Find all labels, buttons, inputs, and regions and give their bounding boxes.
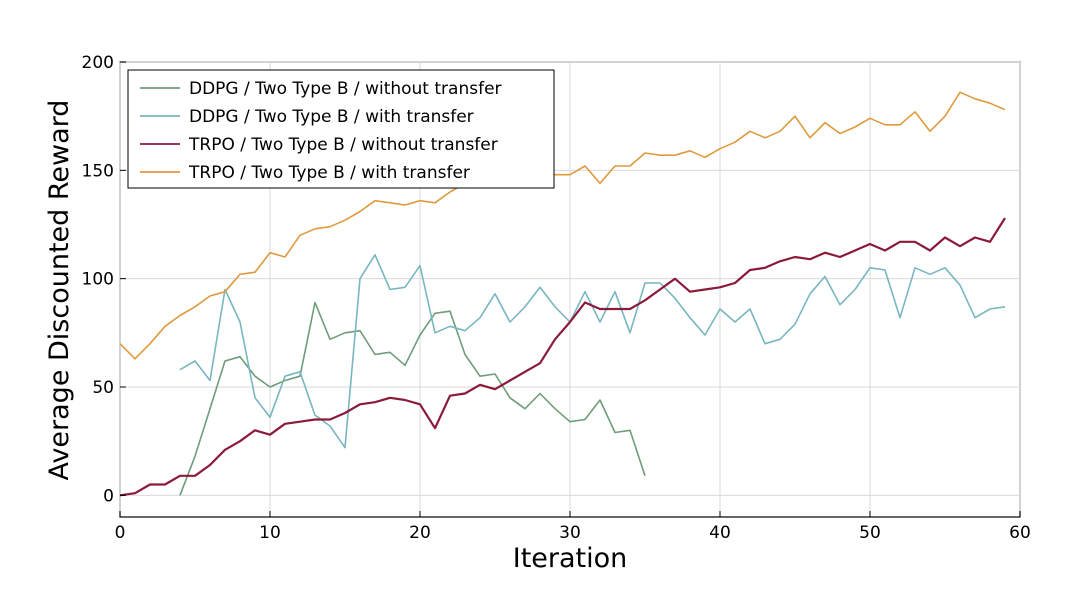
y-axis-label: Average Discounted Reward: [44, 100, 75, 481]
legend-label: DDPG / Two Type B / without transfer: [189, 79, 502, 99]
legend-box: [127, 69, 555, 189]
x-tick-label: 40: [709, 523, 731, 543]
series-line-3: [119, 217, 1006, 497]
x-axis-ticks: 0 10 20 30 40 50 60: [115, 511, 1031, 543]
x-tick-label: 30: [559, 523, 581, 543]
y-tick-label: 150: [82, 161, 114, 181]
x-tick-label: 0: [115, 523, 126, 543]
y-tick-label: 50: [92, 378, 114, 398]
series-line-1: [179, 301, 646, 496]
x-tick-label: 20: [409, 523, 431, 543]
x-axis-label: Iteration: [513, 543, 628, 574]
y-axis-ticks: 0 50 100 150 200: [82, 53, 126, 506]
series-lines: [119, 91, 1006, 497]
series-line-4: [119, 91, 1006, 360]
y-tick-label: 100: [82, 270, 114, 290]
legend-label: TRPO / Two Type B / with transfer: [188, 163, 470, 183]
x-tick-label: 50: [859, 523, 881, 543]
legend-label: TRPO / Two Type B / without transfer: [188, 135, 498, 155]
x-tick-label: 10: [259, 523, 281, 543]
x-tick-label: 60: [1009, 523, 1031, 543]
legend: DDPG / Two Type B / without transfer DDPG…: [127, 69, 555, 189]
y-tick-label: 200: [82, 53, 114, 73]
y-tick-label: 0: [103, 486, 114, 506]
legend-label: DDPG / Two Type B / with transfer: [189, 107, 474, 127]
